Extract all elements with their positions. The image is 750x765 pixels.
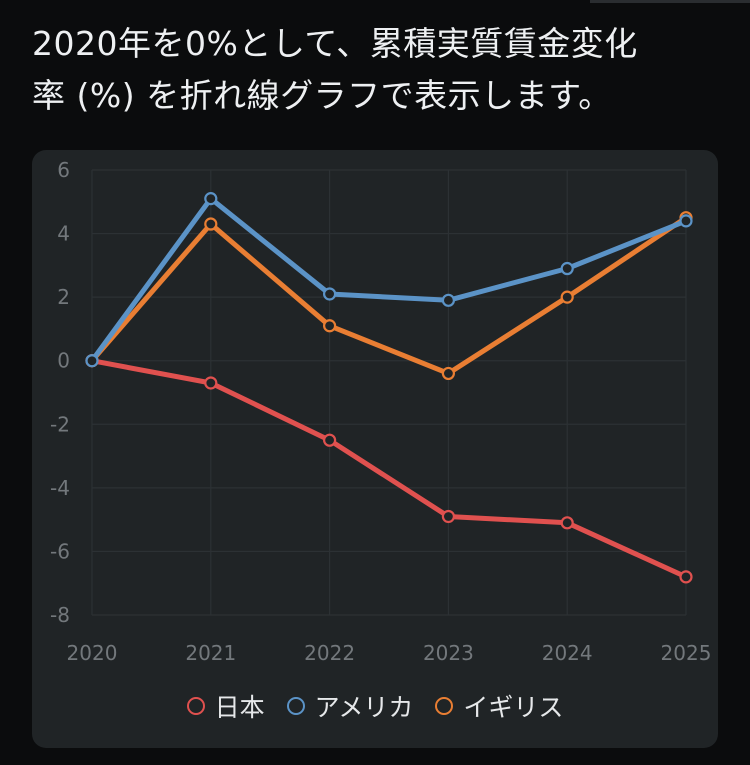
legend-label-usa: アメリカ [314, 693, 414, 722]
data-point [85, 354, 99, 368]
data-point [323, 433, 337, 447]
series-line [89, 358, 689, 580]
legend-item-japan[interactable]: 日本 [186, 688, 265, 724]
data-point [560, 290, 574, 304]
legend-item-uk[interactable]: イギリス [435, 688, 563, 724]
x-tick-label: 2022 [304, 641, 355, 665]
y-tick-label: -2 [50, 412, 70, 436]
chart-card [32, 150, 718, 748]
data-point [204, 217, 218, 231]
status-bar-strip [590, 0, 750, 3]
data-point [323, 319, 337, 333]
line-chart: 6 4 2 0 -2 -4 -6 -8 2020 2021 2022 2023 2024 2025 [50, 158, 712, 665]
series-line [89, 196, 689, 364]
data-point [560, 261, 574, 276]
heading-line-2: 率 (%) を折れ線グラフで表示します。 [32, 76, 612, 115]
page-heading: 2020年を0%として、累積実質賃金変化 率 (%) を折れ線グラフで表示します… [32, 18, 722, 122]
y-tick-label: 6 [57, 158, 70, 182]
y-tick-label: 2 [57, 285, 70, 309]
data-point [204, 192, 218, 206]
series-line [89, 215, 689, 376]
data-point [204, 376, 218, 390]
data-point [679, 570, 693, 584]
x-tick-label: 2020 [67, 641, 118, 665]
legend-item-usa[interactable]: アメリカ [286, 688, 414, 724]
data-point [560, 516, 574, 530]
chart-legend: 日本 アメリカ イギリス [0, 686, 750, 726]
legend-swatch-usa [286, 697, 305, 715]
y-tick-label: 0 [57, 349, 70, 373]
legend-label-uk: イギリス [463, 693, 564, 722]
data-point [441, 366, 455, 381]
legend-label-japan: 日本 [214, 693, 265, 722]
x-tick-label: 2025 [661, 641, 712, 665]
data-point [679, 214, 693, 228]
y-tick-label: -4 [50, 476, 70, 500]
legend-swatch-uk [435, 697, 454, 715]
legend-swatch-japan [186, 697, 205, 715]
x-tick-label: 2023 [423, 641, 474, 665]
y-tick-label: -6 [50, 539, 70, 563]
x-tick-label: 2024 [542, 641, 593, 665]
data-point [323, 287, 337, 301]
y-tick-label: 4 [57, 222, 70, 246]
x-tick-label: 2021 [185, 641, 236, 665]
heading-line-1: 2020年を0%として、累積実質賃金変化 [32, 24, 638, 63]
data-point [441, 509, 455, 524]
y-tick-label: -8 [50, 603, 70, 627]
data-point [441, 293, 455, 307]
